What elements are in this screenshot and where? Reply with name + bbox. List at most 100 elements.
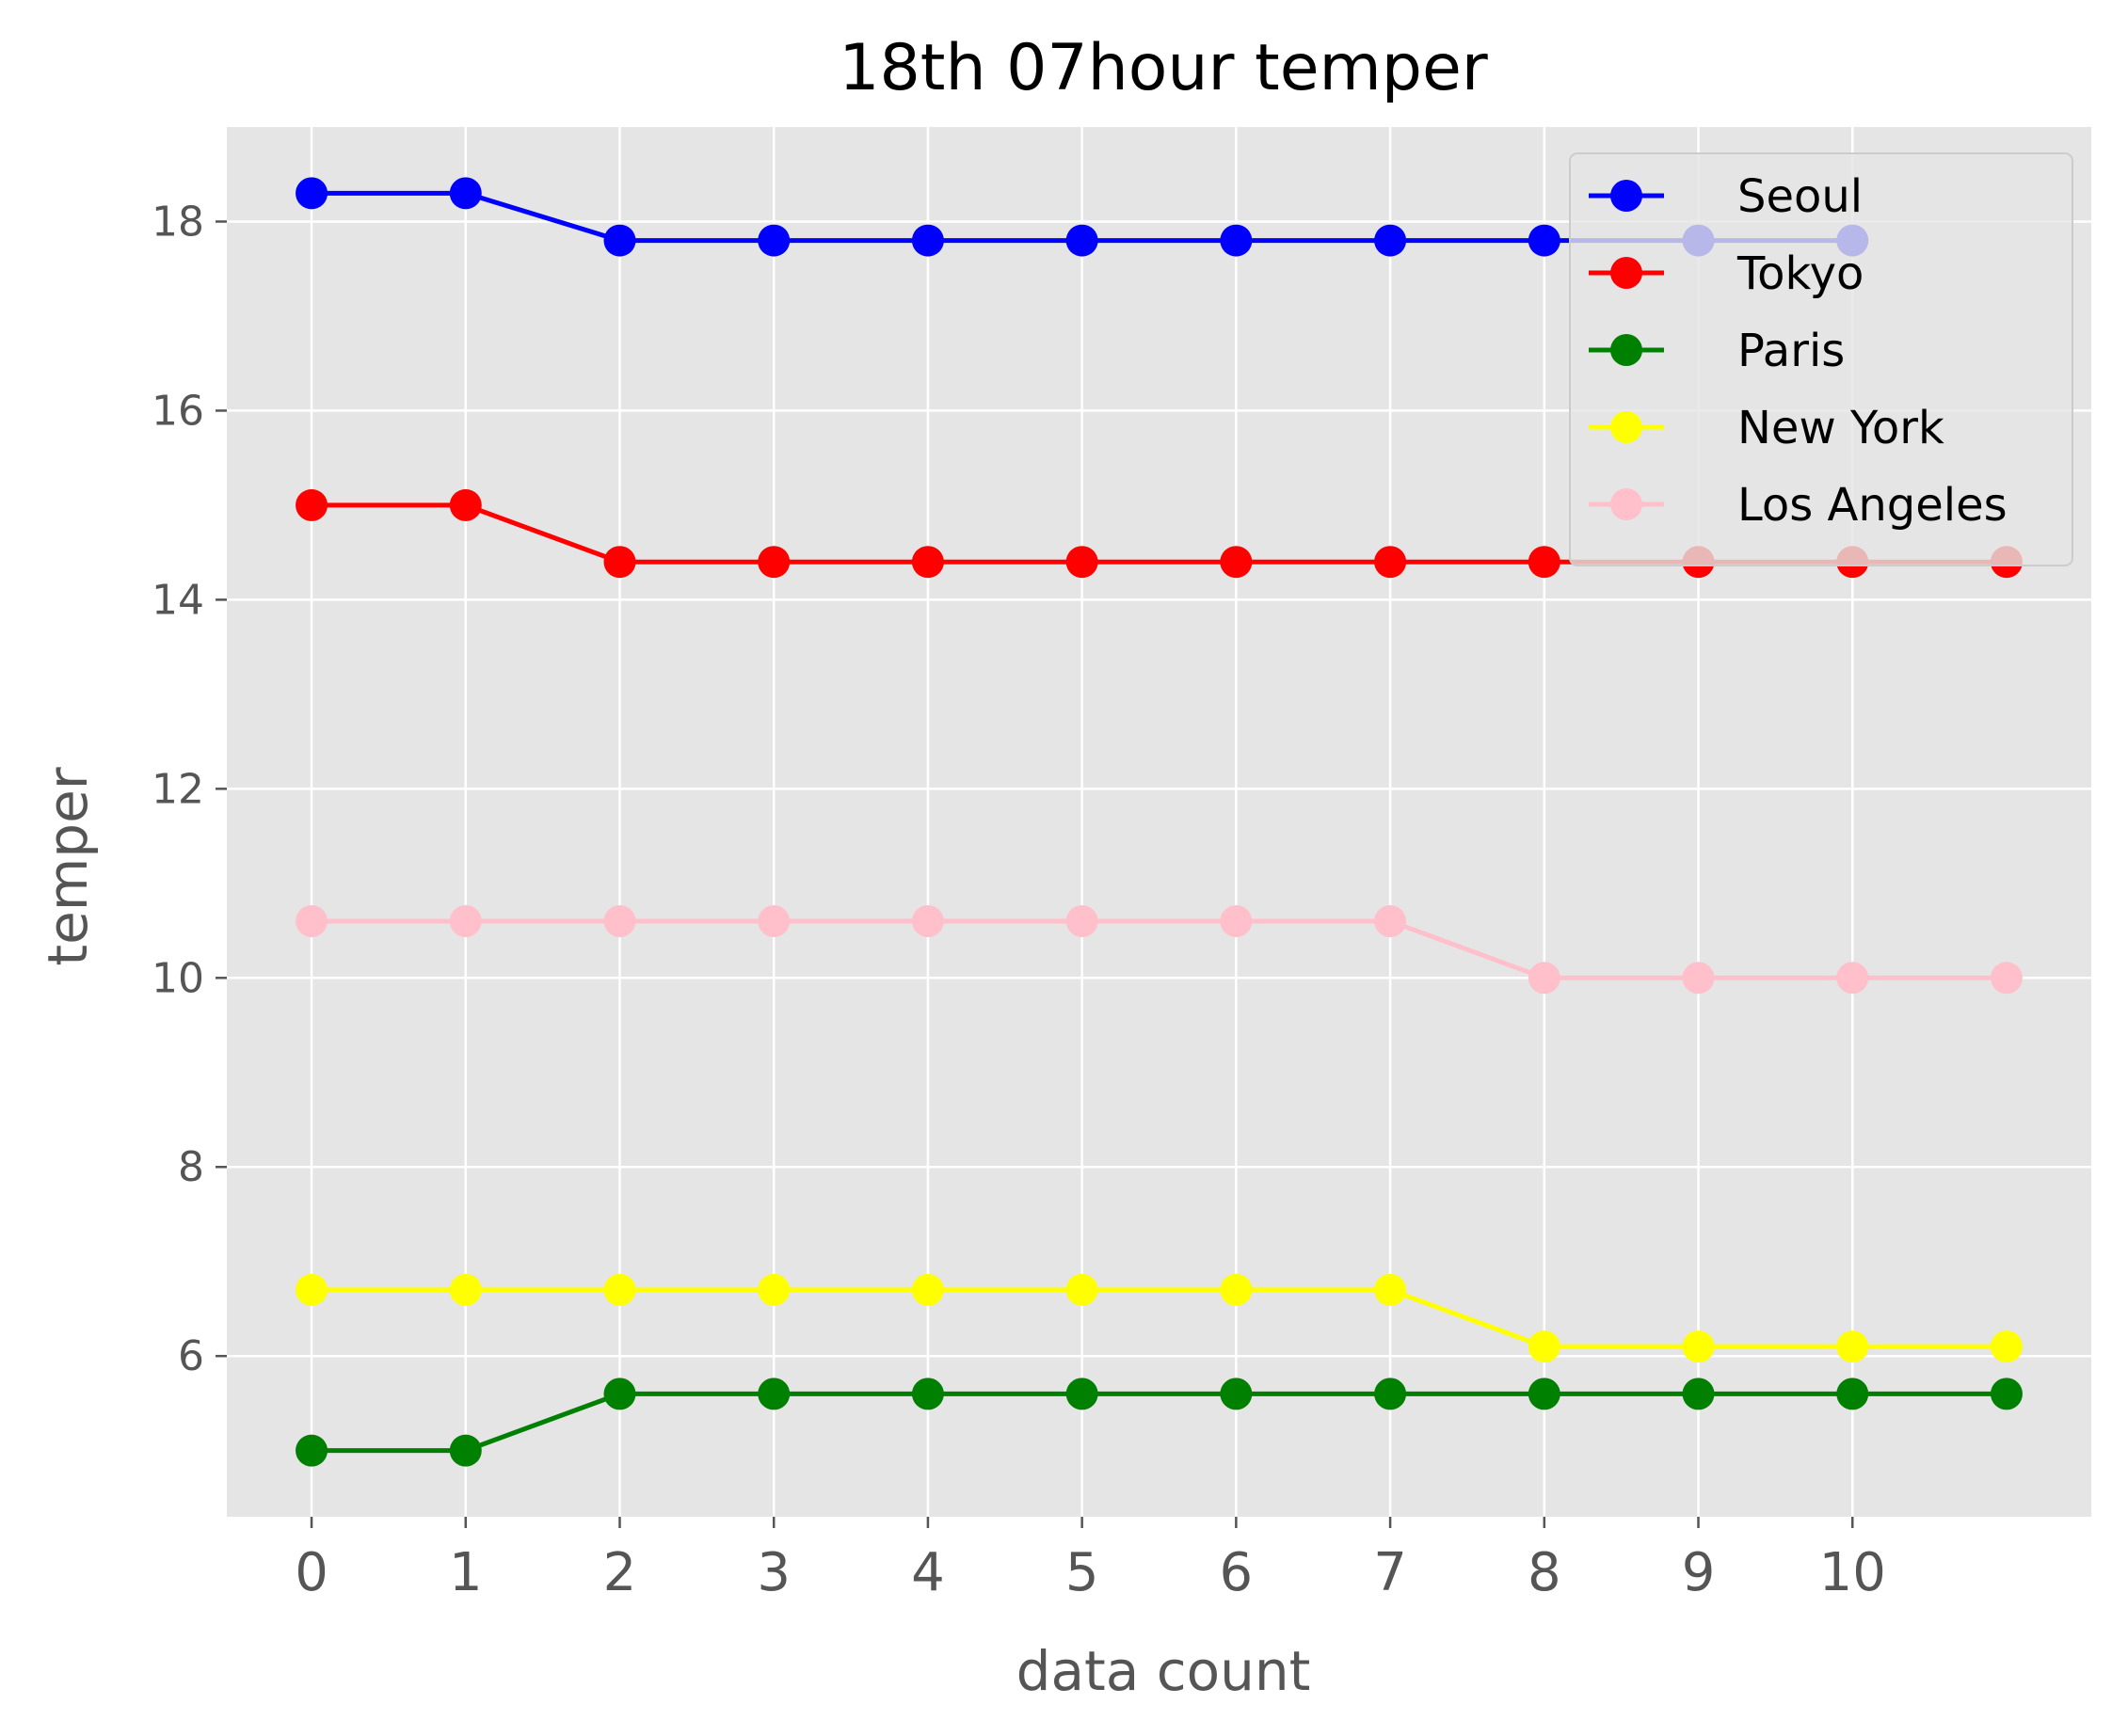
legend-label: Seoul xyxy=(1737,170,1863,223)
y-axis-label: temper xyxy=(36,767,100,965)
data-point xyxy=(758,546,791,579)
data-point xyxy=(449,1434,482,1467)
data-point xyxy=(1065,546,1098,579)
legend-label: Paris xyxy=(1737,325,1845,377)
data-point xyxy=(911,224,944,257)
data-point xyxy=(758,224,791,257)
legend-marker xyxy=(1610,411,1642,443)
data-point xyxy=(449,1273,482,1306)
data-point xyxy=(1065,905,1098,937)
data-point xyxy=(758,1273,791,1306)
legend-marker xyxy=(1610,488,1642,520)
legend-item: Tokyo xyxy=(1589,247,1864,300)
data-point xyxy=(1065,1378,1098,1410)
legend-item: New York xyxy=(1589,402,1944,454)
data-point xyxy=(449,905,482,937)
data-point xyxy=(449,488,482,521)
series-line xyxy=(312,1391,2007,1454)
y-tick-label: 14 xyxy=(152,576,204,624)
data-point xyxy=(1836,1378,1869,1410)
series-layer xyxy=(296,177,2023,1467)
legend-marker xyxy=(1610,257,1642,289)
data-point xyxy=(911,1273,944,1306)
legend: Seoul Tokyo Paris New York Los Angeles xyxy=(1569,152,2073,566)
x-tick-label: 6 xyxy=(1220,1542,1254,1603)
data-point xyxy=(1990,962,2023,995)
data-point xyxy=(449,177,482,210)
x-tick-label: 9 xyxy=(1682,1542,1716,1603)
data-point xyxy=(1528,224,1560,257)
data-point xyxy=(911,546,944,579)
data-point xyxy=(1220,224,1253,257)
data-point xyxy=(296,488,328,521)
x-tick-label: 8 xyxy=(1528,1542,1561,1603)
y-tick-label: 6 xyxy=(178,1332,204,1380)
y-tick-label: 8 xyxy=(178,1143,204,1191)
data-point xyxy=(296,1434,328,1467)
data-point xyxy=(1528,546,1560,579)
data-point xyxy=(758,1378,791,1410)
x-tick-label: 7 xyxy=(1373,1542,1407,1603)
legend-marker xyxy=(1610,334,1642,366)
y-tick-label: 16 xyxy=(152,387,204,435)
data-point xyxy=(603,224,636,257)
x-tick-label: 1 xyxy=(449,1542,483,1603)
legend-label: Tokyo xyxy=(1736,247,1864,300)
y-tick-label: 10 xyxy=(152,954,204,1002)
legend-item: Seoul xyxy=(1589,170,1863,223)
x-tick-label: 4 xyxy=(911,1542,945,1603)
data-point xyxy=(603,905,636,937)
data-point xyxy=(1528,1330,1560,1363)
series-los-angeles xyxy=(296,905,2023,995)
series-paris xyxy=(296,1378,2023,1467)
data-point xyxy=(1528,962,1560,995)
x-tick-label: 3 xyxy=(757,1542,791,1603)
data-point xyxy=(603,1273,636,1306)
data-point xyxy=(1220,546,1253,579)
x-axis-ticks: 0 1 2 3 4 5 6 7 8 9 10 xyxy=(295,1517,1886,1603)
data-point xyxy=(1220,1273,1253,1306)
legend-item: Los Angeles xyxy=(1589,479,2008,532)
data-point xyxy=(758,905,791,937)
data-point xyxy=(1836,962,1869,995)
legend-label: Los Angeles xyxy=(1737,479,2008,532)
series-new-york xyxy=(296,1273,2023,1363)
x-tick-label: 2 xyxy=(603,1542,637,1603)
data-point xyxy=(911,905,944,937)
data-point xyxy=(1374,1273,1407,1306)
x-axis-label: data count xyxy=(1016,1639,1311,1703)
data-point xyxy=(1682,962,1715,995)
data-point xyxy=(603,1378,636,1410)
legend-item: Paris xyxy=(1589,325,1845,377)
y-tick-label: 18 xyxy=(152,198,204,246)
series-line xyxy=(312,1287,2007,1349)
data-point xyxy=(1990,1378,2023,1410)
series-line xyxy=(312,918,2007,980)
data-point xyxy=(296,177,328,210)
y-tick-label: 12 xyxy=(152,765,204,813)
data-point xyxy=(1990,1330,2023,1363)
data-point xyxy=(1836,1330,1869,1363)
y-axis-ticks: 6 8 10 12 14 16 18 xyxy=(152,198,227,1380)
x-tick-label: 5 xyxy=(1065,1542,1099,1603)
x-tick-label: 10 xyxy=(1819,1542,1886,1603)
data-point xyxy=(1220,1378,1253,1410)
legend-label: New York xyxy=(1737,402,1944,454)
data-point xyxy=(296,1273,328,1306)
data-point xyxy=(296,905,328,937)
data-point xyxy=(1374,224,1407,257)
legend-box xyxy=(1569,152,2073,566)
data-point xyxy=(1374,905,1407,937)
data-point xyxy=(1528,1378,1560,1410)
data-point xyxy=(911,1378,944,1410)
x-tick-label: 0 xyxy=(295,1542,328,1603)
data-point xyxy=(603,546,636,579)
data-point xyxy=(1065,1273,1098,1306)
chart-title: 18th 07hour temper xyxy=(839,31,1488,105)
data-point xyxy=(1374,1378,1407,1410)
legend-marker xyxy=(1610,180,1642,212)
data-point xyxy=(1065,224,1098,257)
data-point xyxy=(1682,1378,1715,1410)
data-point xyxy=(1682,1330,1715,1363)
